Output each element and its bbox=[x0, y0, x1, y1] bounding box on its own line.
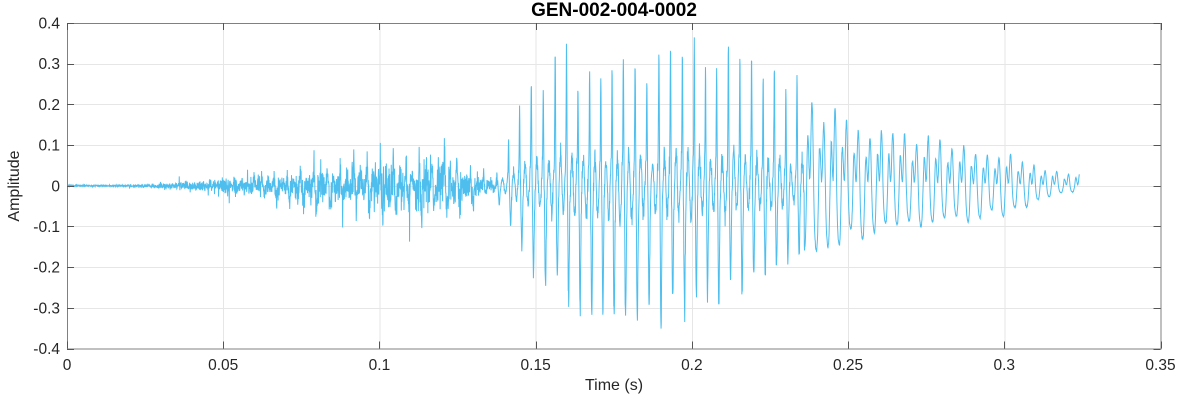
y-tick-label: 0.3 bbox=[38, 56, 60, 73]
y-tick-label: -0.1 bbox=[33, 219, 60, 236]
y-tick-label: -0.3 bbox=[33, 300, 60, 317]
y-axis-label: Amplitude bbox=[6, 150, 23, 222]
x-tick-label: 0.3 bbox=[994, 357, 1016, 374]
x-tick-label: 0 bbox=[63, 357, 72, 374]
chart-title: GEN-002-004-0002 bbox=[531, 0, 697, 21]
x-axis-label: Time (s) bbox=[584, 377, 644, 394]
y-tick-label: -0.2 bbox=[33, 260, 60, 277]
x-tick-label: 0.35 bbox=[1145, 357, 1175, 374]
x-tick-label: 0.1 bbox=[369, 357, 391, 374]
x-tick-label: 0.2 bbox=[681, 357, 703, 374]
y-tick-label: 0 bbox=[51, 178, 60, 195]
y-tick-label: 0.4 bbox=[38, 16, 60, 33]
y-tick-label: 0.2 bbox=[38, 97, 60, 114]
y-tick-label: -0.4 bbox=[33, 341, 60, 358]
x-tick-label: 0.25 bbox=[833, 357, 863, 374]
x-tick-label: 0.15 bbox=[521, 357, 551, 374]
waveform-path bbox=[66, 37, 1080, 329]
x-tick-label: 0.05 bbox=[208, 357, 238, 374]
y-tick-label: 0.1 bbox=[38, 138, 60, 155]
